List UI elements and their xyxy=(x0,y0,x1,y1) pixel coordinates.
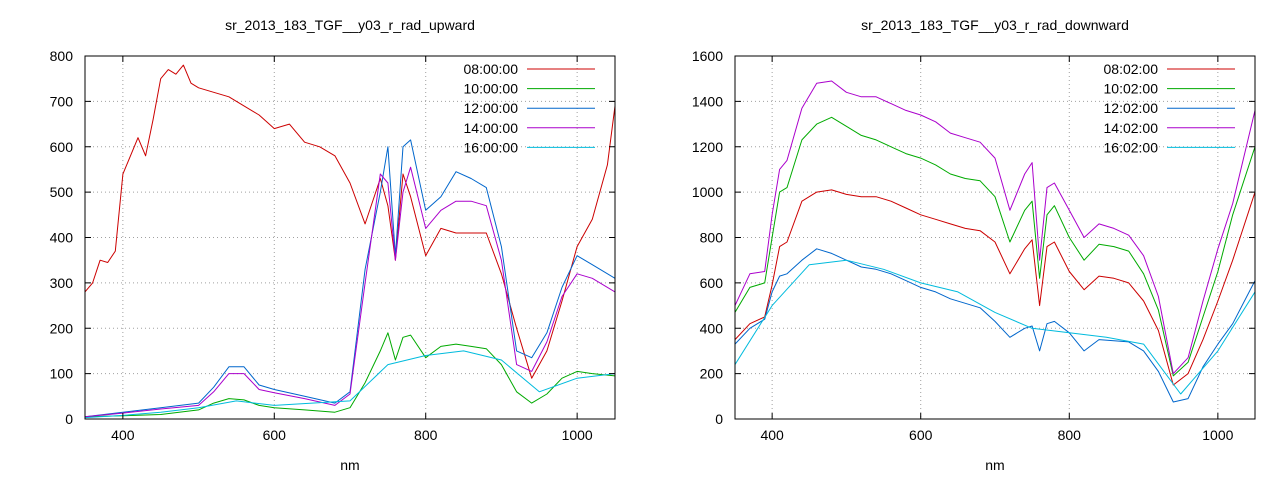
x-tick-label: 600 xyxy=(909,427,933,443)
x-tick-label: 800 xyxy=(414,427,438,443)
legend-label: 08:02:00 xyxy=(1104,61,1159,77)
x-tick-label: 400 xyxy=(760,427,784,443)
y-tick-label: 400 xyxy=(50,230,74,246)
series-line xyxy=(735,248,1255,403)
series-line xyxy=(735,116,1255,377)
y-tick-label: 400 xyxy=(700,320,724,336)
y-tick-label: 800 xyxy=(50,48,74,64)
y-tick-label: 300 xyxy=(50,275,74,291)
y-tick-label: 700 xyxy=(50,93,74,109)
series-line xyxy=(735,259,1255,395)
y-tick-label: 0 xyxy=(715,411,723,427)
series-line xyxy=(85,350,615,419)
legend-label: 10:00:00 xyxy=(464,81,519,97)
legend-label: 12:00:00 xyxy=(464,100,519,116)
series-line xyxy=(735,189,1255,386)
legend-label: 16:02:00 xyxy=(1104,139,1159,155)
x-axis-label: nm xyxy=(340,457,359,473)
series-line xyxy=(85,166,615,418)
chart-title: sr_2013_183_TGF__y03_r_rad_upward xyxy=(225,17,475,33)
x-tick-label: 1000 xyxy=(562,427,593,443)
series-group xyxy=(85,64,615,419)
y-tick-label: 1200 xyxy=(692,139,723,155)
x-tick-label: 600 xyxy=(263,427,287,443)
series-line xyxy=(85,139,615,418)
x-tick-label: 800 xyxy=(1058,427,1082,443)
y-tick-label: 1600 xyxy=(692,48,723,64)
series-line xyxy=(85,332,615,418)
y-tick-label: 500 xyxy=(50,184,74,200)
x-tick-label: 1000 xyxy=(1202,427,1233,443)
chart-title: sr_2013_183_TGF__y03_r_rad_downward xyxy=(861,17,1129,33)
upward-radiance-chart: sr_2013_183_TGF__y03_r_rad_upward nm 400… xyxy=(50,17,616,473)
series-line xyxy=(85,64,615,379)
downward-radiance-chart: sr_2013_183_TGF__y03_r_rad_downward nm 4… xyxy=(692,17,1256,473)
y-tick-label: 1400 xyxy=(692,93,723,109)
legend-label: 12:02:00 xyxy=(1104,100,1159,116)
y-tick-label: 100 xyxy=(50,366,74,382)
y-tick-label: 0 xyxy=(65,411,73,427)
legend-label: 14:02:00 xyxy=(1104,120,1159,136)
x-axis-label: nm xyxy=(985,457,1004,473)
y-tick-label: 600 xyxy=(50,139,74,155)
y-tick-label: 1000 xyxy=(692,184,723,200)
y-tick-label: 600 xyxy=(700,275,724,291)
y-tick-label: 800 xyxy=(700,230,724,246)
y-tick-label: 200 xyxy=(50,320,74,336)
y-tick-label: 200 xyxy=(700,366,724,382)
legend-label: 08:00:00 xyxy=(464,61,519,77)
legend-label: 14:00:00 xyxy=(464,120,519,136)
legend-label: 16:00:00 xyxy=(464,139,519,155)
series-line xyxy=(735,80,1255,375)
series-group xyxy=(735,80,1255,403)
legend-label: 10:02:00 xyxy=(1104,81,1159,97)
x-tick-label: 400 xyxy=(111,427,135,443)
